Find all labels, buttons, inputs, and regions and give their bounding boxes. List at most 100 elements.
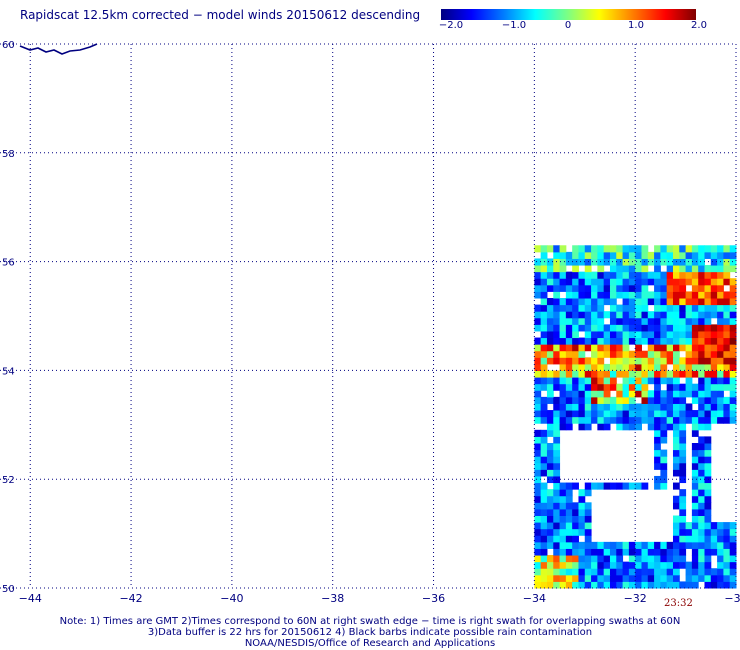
heatmap-cell	[729, 416, 737, 424]
heatmap-cell	[559, 515, 567, 523]
heatmap-cell	[654, 317, 661, 325]
heatmap-cell	[546, 574, 554, 582]
heatmap-cell	[641, 330, 649, 339]
heatmap-cell	[616, 324, 624, 332]
heatmap-cell	[553, 304, 561, 312]
heatmap-cell	[647, 416, 655, 424]
heatmap-cell	[553, 515, 561, 523]
heatmap-cell	[666, 541, 674, 549]
heatmap-cell	[591, 561, 598, 569]
heatmap-cell	[635, 304, 642, 312]
heatmap-cell	[691, 396, 699, 404]
chart-title: Rapidscat 12.5km corrected − model winds…	[20, 8, 421, 22]
heatmap-cell	[698, 403, 705, 411]
heatmap-cell	[578, 541, 586, 549]
heatmap-cell	[641, 350, 649, 358]
heatmap-cell	[641, 265, 649, 273]
heatmap-cell	[654, 350, 661, 358]
heatmap-cell	[572, 574, 579, 582]
heatmap-cell	[559, 271, 567, 279]
heatmap-cell	[729, 311, 737, 319]
heatmap-cell	[717, 535, 724, 543]
heatmap-cell	[672, 449, 680, 457]
heatmap-cell	[534, 541, 542, 549]
heatmap-cell	[672, 337, 680, 345]
heatmap-cell	[609, 298, 617, 306]
heatmap-cell	[717, 245, 724, 253]
coastline	[19, 43, 98, 55]
heatmap-cell	[672, 311, 680, 319]
heatmap-cell	[654, 265, 661, 273]
heatmap-cell	[584, 574, 592, 582]
heatmap-cell	[540, 436, 548, 444]
heatmap-cell	[710, 377, 718, 385]
heatmap-cell	[672, 555, 680, 563]
heatmap-cell	[572, 330, 579, 339]
heatmap-cell	[679, 337, 687, 345]
heatmap-cell	[597, 251, 605, 259]
heatmap-cell	[723, 298, 731, 306]
heatmap-cell	[660, 337, 668, 345]
heatmap-cell	[679, 357, 687, 365]
heatmap-cell	[578, 390, 586, 398]
heatmap-cell	[534, 271, 542, 279]
heatmap-cell	[553, 311, 561, 319]
heatmap-cell	[704, 317, 712, 325]
heatmap-cell	[666, 568, 674, 576]
heatmap-cell	[723, 377, 731, 385]
heatmap-cell	[597, 383, 605, 391]
heatmap-cell	[647, 568, 655, 576]
heatmap-cell	[679, 423, 687, 431]
heatmap-cell	[679, 416, 687, 424]
heatmap-cell	[597, 416, 605, 424]
heatmap-cell	[534, 568, 542, 576]
heatmap-cell	[565, 410, 573, 418]
heatmap-cell	[641, 370, 649, 378]
heatmap-cell	[641, 317, 649, 325]
heatmap-cell	[559, 258, 567, 266]
heatmap-cell	[559, 403, 567, 411]
heatmap-cell	[717, 541, 724, 549]
heatmap-cell	[603, 541, 611, 549]
heatmap-cell	[654, 311, 661, 319]
heatmap-cell	[616, 357, 624, 365]
heatmap-cell	[729, 337, 737, 345]
heatmap-cell	[698, 284, 705, 292]
heatmap-cell	[572, 278, 579, 286]
heatmap-cell	[591, 284, 598, 292]
heatmap-cell	[641, 271, 649, 279]
heatmap-cell	[578, 317, 586, 325]
heatmap-cell	[591, 541, 598, 549]
heatmap-cell	[660, 403, 668, 411]
heatmap-cell	[578, 284, 586, 292]
heatmap-cell	[685, 390, 693, 398]
heatmap-cell	[710, 403, 718, 411]
heatmap-cell	[679, 541, 687, 549]
heatmap-cell	[553, 357, 561, 365]
heatmap-cell	[723, 317, 731, 325]
heatmap-cell	[710, 278, 718, 286]
heatmap-cell	[685, 251, 693, 259]
heatmap-cell	[698, 363, 705, 371]
heatmap-cell	[672, 495, 680, 503]
heatmap-cell	[534, 489, 542, 497]
heatmap-cell	[723, 271, 731, 279]
heatmap-cell	[635, 581, 642, 589]
heatmap-cell	[635, 298, 642, 306]
heatmap-cell	[534, 311, 542, 319]
heatmap-cell	[660, 449, 668, 457]
heatmap-cell	[704, 456, 712, 464]
heatmap-cell	[704, 522, 712, 530]
heatmap-cell	[710, 416, 718, 424]
heatmap-cell	[609, 568, 617, 576]
heatmap-cell	[729, 291, 737, 299]
heatmap-cell	[635, 555, 642, 563]
heatmap-cell	[635, 291, 642, 299]
heatmap-cell	[641, 337, 649, 345]
heatmap-cell	[710, 528, 718, 536]
heatmap-cell	[616, 291, 624, 299]
heatmap-cell	[704, 548, 712, 556]
heatmap-cell	[534, 363, 542, 371]
heatmap-cell	[698, 357, 705, 365]
